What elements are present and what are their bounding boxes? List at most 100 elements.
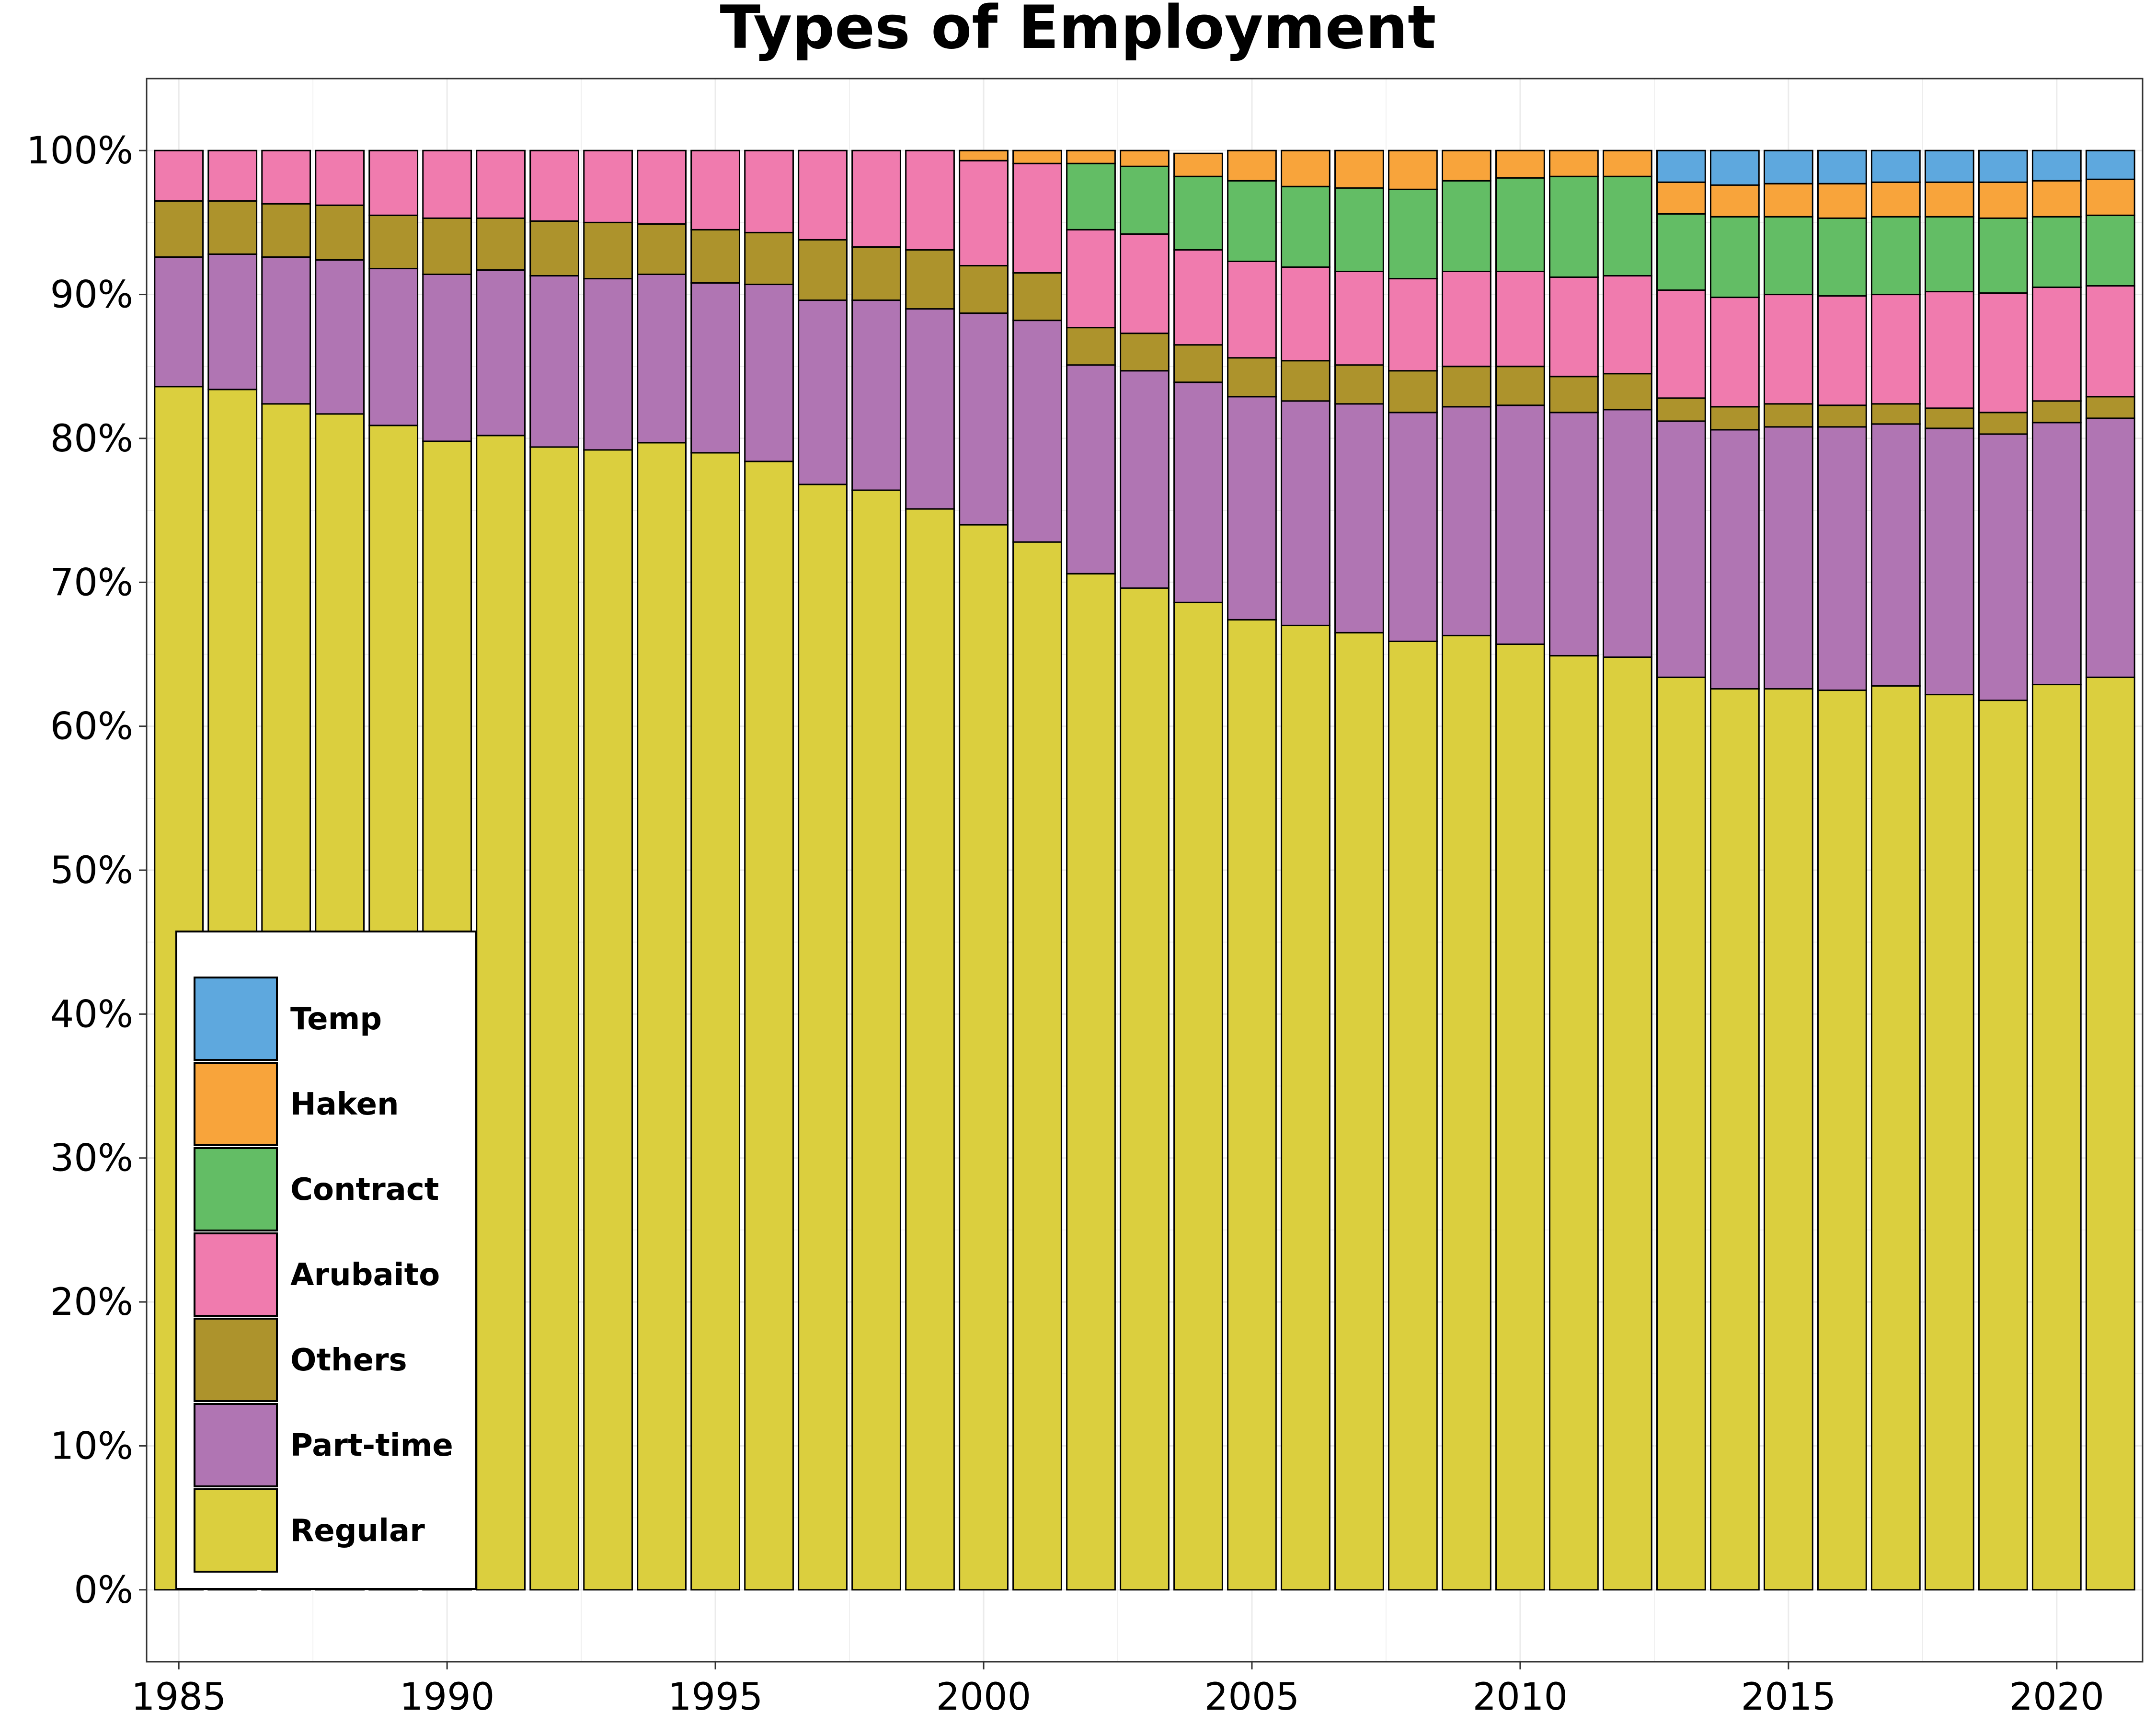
legend: Temp Haken Contract Arubaito Others Part-time…: [175, 931, 477, 1590]
x-tick-label: 1995: [668, 1676, 763, 1719]
bar-segment-others-2003: [1120, 333, 1170, 372]
bar-segment-regular-2006: [1281, 624, 1330, 1591]
bar-segment-contract-2012: [1603, 175, 1652, 276]
legend-label-contract: Contract: [290, 1172, 439, 1208]
bar-segment-regular-1993: [583, 449, 633, 1591]
bar-segment-haken-2016: [1817, 183, 1867, 219]
bar-segment-regular-1997: [798, 483, 848, 1591]
bar-segment-arubaito-1994: [637, 150, 687, 225]
bar-segment-haken-2021: [2085, 178, 2135, 216]
bar-segment-others-1991: [476, 217, 526, 271]
bar-segment-arubaito-1990: [422, 150, 472, 219]
bar-segment-others-2020: [2031, 400, 2082, 424]
legend-key-temp: [194, 977, 278, 1061]
bar-segment-part-time-1993: [583, 278, 633, 451]
bar-segment-part-time-1990: [422, 273, 472, 442]
bar-segment-arubaito-2006: [1281, 266, 1330, 362]
bar-segment-regular-2008: [1388, 640, 1438, 1591]
bar-segment-haken-2001: [1012, 150, 1062, 164]
bar-segment-part-time-2000: [959, 312, 1009, 526]
bar-segment-regular-2005: [1227, 619, 1277, 1591]
bar-segment-haken-2018: [1924, 181, 1974, 218]
bar-segment-haken-2006: [1281, 150, 1330, 187]
bar-segment-others-2010: [1495, 366, 1545, 406]
bar-segment-haken-2007: [1334, 150, 1384, 189]
bar-segment-regular-1996: [744, 460, 794, 1591]
bar-segment-others-2011: [1549, 376, 1599, 414]
bar-segment-haken-2015: [1763, 183, 1813, 218]
bar-segment-arubaito-1985: [154, 150, 204, 202]
legend-label-regular: Regular: [290, 1513, 425, 1549]
bar-segment-others-1999: [905, 249, 955, 310]
bar-segment-part-time-2015: [1763, 426, 1813, 690]
bar-segment-arubaito-2021: [2085, 285, 2135, 398]
bar-segment-others-2019: [1978, 412, 2028, 435]
bar-segment-temp-2019: [1978, 150, 2028, 183]
bar-segment-haken-2014: [1709, 184, 1760, 218]
bar-segment-arubaito-2003: [1120, 233, 1170, 334]
legend-key-haken: [194, 1062, 278, 1146]
bar-segment-part-time-2018: [1924, 427, 1974, 696]
bar-segment-others-2005: [1227, 357, 1277, 398]
bar-segment-arubaito-2002: [1066, 229, 1116, 329]
bar-segment-arubaito-2000: [959, 160, 1009, 266]
bar-segment-regular-2013: [1656, 677, 1706, 1591]
bar-segment-part-time-2019: [1978, 433, 2028, 702]
bar-segment-others-2007: [1334, 364, 1384, 405]
bar-segment-contract-2009: [1442, 180, 1491, 272]
bar-segment-contract-2011: [1549, 175, 1599, 278]
y-axis: 0% 10% 20% 30% 40% 50% 60% 70% 80% 90% 100%: [26, 129, 147, 1612]
bar-segment-temp-2016: [1817, 150, 1867, 184]
bar-segment-regular-2012: [1603, 656, 1652, 1591]
legend-label-part-time: Part-time: [290, 1428, 453, 1463]
bar-segment-others-1987: [261, 203, 311, 258]
bar-segment-part-time-2003: [1120, 370, 1170, 589]
y-tick-label: 100%: [26, 129, 133, 172]
bar-segment-others-1994: [637, 223, 687, 275]
bar-segment-regular-2017: [1870, 685, 1921, 1591]
bar-segment-arubaito-2011: [1549, 276, 1599, 378]
bar-segment-others-2018: [1924, 407, 1974, 429]
bar-segment-regular-2010: [1495, 643, 1545, 1591]
bar-segment-others-2000: [959, 264, 1009, 314]
bar-segment-arubaito-2001: [1012, 162, 1062, 274]
bar-segment-haken-2013: [1656, 181, 1706, 215]
bar-segment-regular-1995: [690, 452, 740, 1591]
bar-segment-temp-2018: [1924, 150, 1974, 183]
bar-segment-part-time-2005: [1227, 396, 1277, 621]
bar-segment-arubaito-1991: [476, 150, 526, 219]
bar-segment-regular-2019: [1978, 700, 2028, 1591]
bar-segment-regular-2011: [1549, 655, 1599, 1591]
bar-segment-contract-2006: [1281, 185, 1330, 268]
bar-segment-temp-2020: [2031, 150, 2082, 182]
bar-segment-regular-1994: [637, 442, 687, 1591]
bar-segment-arubaito-2014: [1709, 297, 1760, 408]
y-tick-label: 70%: [50, 561, 133, 604]
bar-segment-haken-2009: [1442, 150, 1491, 182]
bar-segment-regular-1999: [905, 508, 955, 1591]
bar-segment-contract-2005: [1227, 180, 1277, 262]
x-tick-label: 2020: [2009, 1676, 2105, 1719]
chart-title: Types of Employment: [720, 0, 1436, 62]
bar-segment-temp-2013: [1656, 150, 1706, 183]
bar-segment-part-time-1995: [690, 282, 740, 454]
bar-segment-others-2004: [1173, 344, 1223, 383]
bar-segment-haken-2012: [1603, 150, 1652, 177]
x-tick-label: 2005: [1204, 1676, 1300, 1719]
bar-segment-others-1992: [529, 220, 580, 276]
bar-segment-contract-2017: [1870, 216, 1921, 296]
bar-segment-part-time-2002: [1066, 364, 1116, 575]
y-tick-label: 10%: [50, 1425, 133, 1468]
bar-segment-part-time-2007: [1334, 403, 1384, 633]
bar-segment-others-1993: [583, 221, 633, 280]
bar-segment-others-2001: [1012, 272, 1062, 322]
bar-segment-regular-1991: [476, 435, 526, 1591]
bar-segment-regular-2007: [1334, 632, 1384, 1591]
bar-segment-arubaito-2010: [1495, 270, 1545, 368]
bar-segment-others-2021: [2085, 396, 2135, 419]
bar-segment-part-time-1994: [637, 273, 687, 444]
bar-segment-part-time-2020: [2031, 422, 2082, 686]
bar-segment-contract-2016: [1817, 217, 1867, 297]
bar-segment-haken-2000: [959, 150, 1009, 161]
